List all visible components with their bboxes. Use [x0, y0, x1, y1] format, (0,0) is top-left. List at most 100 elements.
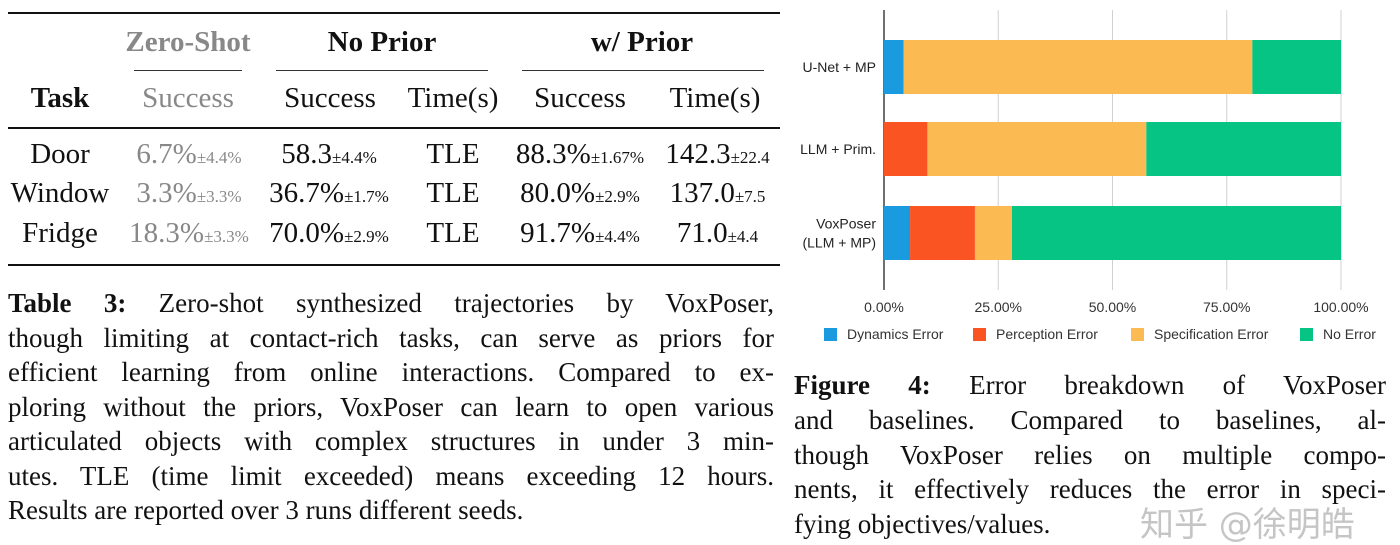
caption-line: utes. TLE (time limit exceeded) means ex… — [8, 461, 774, 492]
cell-value: 91.7% — [520, 217, 596, 249]
cell-value: Door — [30, 138, 90, 170]
legend-swatch — [973, 328, 986, 341]
col-np-success: Success — [284, 82, 376, 114]
cell-value: 36.7% — [269, 177, 345, 209]
cell-std: ±22.4 — [730, 148, 770, 167]
legend-swatch — [1300, 328, 1313, 341]
header-zero-shot: Zero-Shot — [125, 26, 251, 58]
watermark: 知乎 @徐明皓 — [1140, 505, 1355, 545]
caption-text: nents, it effectively reduces the error … — [794, 474, 1386, 505]
cell-np-time: TLE — [398, 217, 508, 250]
x-tick-label: 75.00% — [1203, 299, 1250, 315]
caption-text: though VoxPoser relies on multiple compo… — [794, 439, 1386, 470]
cell-value: TLE — [426, 177, 480, 209]
caption-label: Table 3: — [8, 288, 127, 318]
bar-segment-dynamics-error — [884, 40, 904, 94]
bar-segment-dynamics-error — [884, 206, 911, 260]
cell-std: ±4.4% — [196, 148, 242, 167]
col-wp-success: Success — [534, 82, 626, 114]
caption-line: Table 3: Zero-shot synthesized trajector… — [8, 288, 774, 319]
legend-item: Specification Error — [1131, 326, 1268, 342]
bar-segment-no-error — [1011, 206, 1341, 260]
caption-text: and baselines. Compared to baselines, al… — [794, 404, 1386, 435]
legend-item: Dynamics Error — [824, 326, 943, 342]
cell-np: 36.7%±1.7% — [258, 177, 400, 210]
cell-zs: 6.7%±4.4% — [118, 138, 260, 171]
cell-value: 58.3 — [281, 138, 332, 170]
cell-np-time: TLE — [398, 138, 508, 171]
cell-task: Window — [10, 177, 110, 210]
cell-std: ±7.5 — [734, 187, 766, 206]
caption-label: Figure 4: — [794, 370, 931, 400]
cell-wp: 91.7%±4.4% — [505, 217, 655, 250]
caption-text: fying objectives/values. — [794, 509, 1051, 540]
bar-segment-specification-error — [927, 122, 1147, 176]
bar-segment-no-error — [1146, 122, 1341, 176]
caption-text: Error breakdown of VoxPoser — [930, 370, 1386, 400]
cell-std: ±1.7% — [344, 187, 389, 206]
cmidrule — [522, 70, 764, 71]
cell-wp: 88.3%±1.67% — [505, 138, 655, 171]
cell-value: 80.0% — [520, 177, 596, 209]
cell-std: ±4.4% — [595, 227, 640, 246]
x-tick-label: 25.00% — [975, 299, 1022, 315]
col-np-time: Time(s) — [407, 82, 499, 114]
legend-swatch — [824, 328, 837, 341]
caption-text: though limiting at contact-rich tasks, c… — [8, 322, 774, 353]
cell-np: 70.0%±2.9% — [258, 217, 400, 250]
caption-line: though VoxPoser relies on multiple compo… — [794, 440, 1386, 471]
col-zs-success: Success — [142, 82, 234, 114]
cell-value: 137.0 — [669, 177, 735, 209]
caption-line: Results are reported over 3 runs differe… — [8, 495, 774, 526]
table-mid-rule — [8, 127, 780, 129]
cell-value: 6.7% — [136, 138, 197, 170]
caption-line: Figure 4: Error breakdown of VoxPoser — [794, 370, 1386, 401]
cell-value: 70.0% — [269, 217, 345, 249]
cell-std: ±1.67% — [590, 148, 645, 167]
cell-value: 71.0 — [676, 217, 728, 249]
table-bottom-rule — [8, 264, 780, 266]
cell-value: TLE — [426, 138, 480, 170]
bar-segment-perception-error — [884, 122, 928, 176]
bar-segment-specification-error — [903, 40, 1253, 94]
caption-line: articulated objects with complex structu… — [8, 426, 774, 457]
cell-std: ±2.9% — [344, 227, 389, 246]
caption-text: efficient learning from online interacti… — [8, 357, 774, 387]
caption-text: articulated objects with complex structu… — [8, 426, 774, 456]
cell-std: ±4.4 — [727, 227, 759, 246]
cell-std: ±3.3% — [204, 227, 249, 246]
error-breakdown-chart: 0.00% 25.00% 50.00% 75.00% 100.00% U-Net + MP… — [800, 10, 1369, 315]
cmidrule — [134, 70, 242, 71]
bar-segment-perception-error — [910, 206, 975, 260]
cell-value: Window — [10, 177, 110, 209]
cell-wp-time: 71.0±4.4 — [655, 217, 780, 250]
cell-zs: 3.3%±3.3% — [118, 177, 260, 210]
caption-text: utes. TLE (time limit exceeded) means ex… — [8, 460, 774, 491]
cmidrule — [276, 70, 488, 71]
caption-line: and baselines. Compared to baselines, al… — [794, 405, 1386, 436]
caption-line: ploring without the priors, VoxPoser can… — [8, 392, 774, 423]
legend-label: Specification Error — [1154, 326, 1269, 342]
caption-text: ploring without the priors, VoxPoser can… — [8, 391, 774, 422]
cell-value: Fridge — [22, 217, 98, 249]
cell-std: ±3.3% — [196, 187, 242, 206]
cell-std: ±4.4% — [332, 148, 377, 167]
col-wp-time: Time(s) — [669, 82, 761, 114]
caption-line: fying objectives/values. — [794, 509, 1386, 540]
legend-swatch — [1131, 328, 1144, 341]
header-w-prior: w/ Prior — [590, 26, 694, 58]
bar-segment-specification-error — [974, 206, 1012, 260]
table-top-rule — [8, 12, 780, 14]
cell-value: 142.3 — [665, 138, 731, 170]
legend-label: No Error — [1323, 326, 1376, 342]
cell-wp: 80.0%±2.9% — [505, 177, 655, 210]
cell-wp-time: 137.0±7.5 — [655, 177, 780, 210]
cell-np-time: TLE — [398, 177, 508, 210]
cell-np: 58.3±4.4% — [258, 138, 400, 171]
category-label: LLM + Prim. — [800, 141, 876, 157]
cell-task: Fridge — [10, 217, 110, 250]
legend-label: Perception Error — [996, 326, 1098, 342]
cell-value: TLE — [426, 217, 480, 249]
legend-item: Perception Error — [973, 326, 1098, 342]
cell-value: 18.3% — [129, 217, 205, 249]
